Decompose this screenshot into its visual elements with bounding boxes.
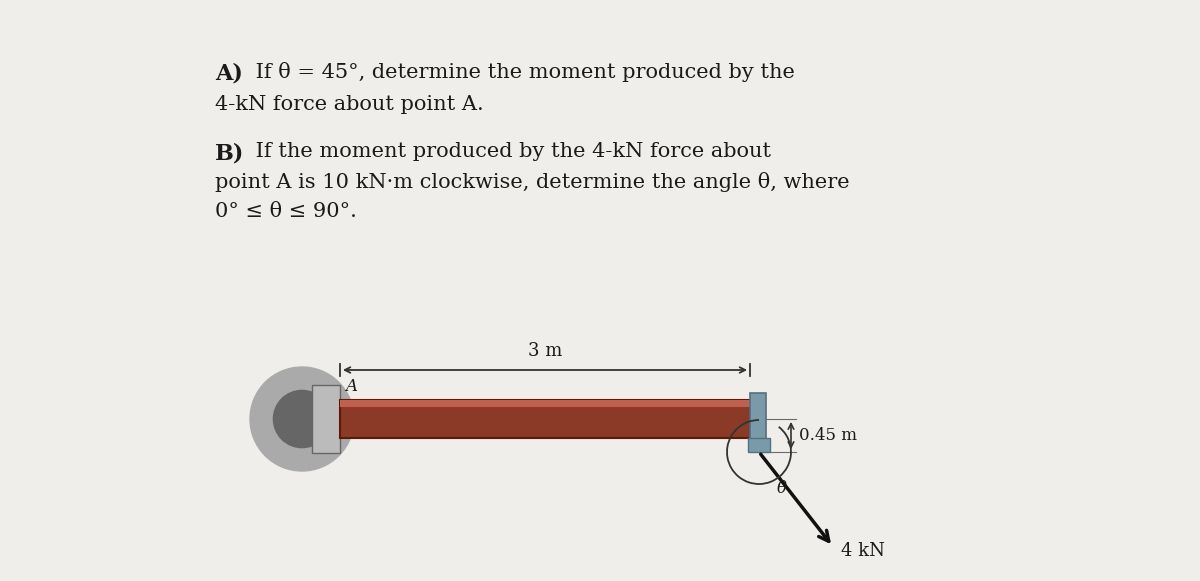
Circle shape [274,390,331,447]
Circle shape [250,367,354,471]
Text: 4 kN: 4 kN [841,541,884,560]
Text: A): A) [215,62,242,84]
Text: 0° ≤ θ ≤ 90°.: 0° ≤ θ ≤ 90°. [215,202,356,221]
Text: θ: θ [778,480,787,497]
Text: If the moment produced by the 4-kN force about: If the moment produced by the 4-kN force… [250,142,772,161]
Bar [340,400,750,438]
Text: 4-kN force about point A.: 4-kN force about point A. [215,95,484,114]
Bar [750,393,766,445]
Bar [312,385,340,453]
Bar [748,438,770,452]
Text: 0.45 m: 0.45 m [799,427,857,444]
Text: B): B) [215,142,245,164]
Text: If θ = 45°, determine the moment produced by the: If θ = 45°, determine the moment produce… [250,62,794,82]
Text: A: A [346,378,358,395]
Text: point A is 10 kN·m clockwise, determine the angle θ, where: point A is 10 kN·m clockwise, determine … [215,172,850,192]
Bar [340,400,750,407]
Text: 3 m: 3 m [528,342,562,360]
